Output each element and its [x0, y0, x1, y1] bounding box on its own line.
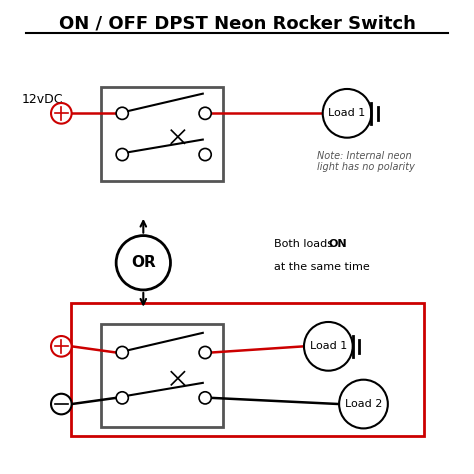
Text: at the same time: at the same time: [274, 263, 370, 273]
Circle shape: [51, 336, 72, 356]
Bar: [71, 302, 424, 436]
Circle shape: [339, 380, 388, 428]
Text: Note: Internal neon
light has no polarity: Note: Internal neon light has no polarit…: [317, 151, 414, 173]
Text: 12vDC: 12vDC: [21, 93, 63, 106]
Circle shape: [51, 103, 72, 124]
Circle shape: [199, 392, 211, 404]
Circle shape: [116, 148, 128, 161]
Text: Load 1: Load 1: [310, 341, 347, 351]
Circle shape: [304, 322, 353, 371]
Circle shape: [116, 346, 128, 359]
Circle shape: [51, 394, 72, 414]
Circle shape: [116, 107, 128, 119]
Circle shape: [116, 392, 128, 404]
Circle shape: [199, 346, 211, 359]
Text: Load 1: Load 1: [328, 109, 366, 118]
Text: Load 2: Load 2: [345, 399, 382, 409]
Text: ON / OFF DPST Neon Rocker Switch: ON / OFF DPST Neon Rocker Switch: [59, 15, 415, 33]
Text: ON: ON: [328, 239, 347, 249]
Circle shape: [199, 148, 211, 161]
Text: Both loads: Both loads: [274, 239, 337, 249]
Circle shape: [116, 236, 171, 290]
Bar: [101, 324, 223, 427]
Circle shape: [199, 107, 211, 119]
Text: OR: OR: [131, 255, 155, 270]
Bar: [101, 87, 223, 181]
Circle shape: [323, 89, 372, 137]
